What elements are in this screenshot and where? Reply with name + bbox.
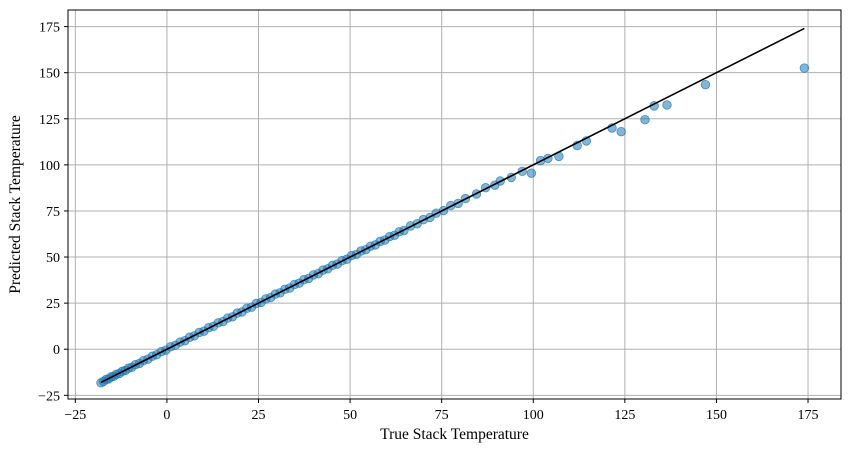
x-axis-label: True Stack Temperature bbox=[380, 426, 529, 443]
x-tick-label: 75 bbox=[435, 408, 449, 423]
x-tick-label: 25 bbox=[252, 408, 266, 423]
x-tick-label: 50 bbox=[343, 408, 357, 423]
y-tick-label: 75 bbox=[46, 205, 60, 220]
scatter-point bbox=[700, 79, 711, 90]
y-tick-label: 125 bbox=[39, 113, 60, 128]
scatter-point bbox=[799, 63, 810, 73]
x-tick-label: 150 bbox=[706, 408, 727, 423]
x-tick-label: 175 bbox=[798, 408, 819, 423]
scatter-point bbox=[662, 100, 672, 110]
x-tick-label: 100 bbox=[523, 408, 544, 423]
y-tick-label: 0 bbox=[53, 343, 60, 358]
scatter-point bbox=[526, 168, 537, 178]
x-tick-label: 125 bbox=[614, 408, 635, 423]
x-tick-label: 0 bbox=[163, 408, 170, 423]
grid bbox=[68, 10, 841, 399]
ticks: −25 0 25 50 75 100 125 150 175 −25 0 25 50 75 100 125 15… bbox=[38, 21, 818, 423]
x-tick-label: −25 bbox=[64, 408, 86, 423]
y-tick-label: 50 bbox=[46, 251, 60, 266]
reference-line bbox=[100, 27, 805, 384]
plot-frame bbox=[67, 9, 842, 400]
y-tick-label: 25 bbox=[46, 297, 60, 312]
y-tick-label: 100 bbox=[39, 159, 60, 174]
y-tick-label: 150 bbox=[39, 67, 60, 82]
scatter-point bbox=[640, 114, 650, 125]
y-tick-label: −25 bbox=[38, 389, 60, 404]
y-axis-label: Predicted Stack Temperature bbox=[7, 115, 24, 294]
scatter-points bbox=[96, 63, 810, 388]
scatter-point bbox=[616, 126, 626, 137]
y-tick-label: 175 bbox=[39, 21, 60, 36]
